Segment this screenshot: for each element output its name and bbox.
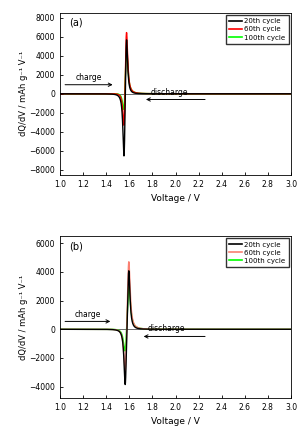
Y-axis label: dQ/dV / mAh g⁻¹ V⁻¹: dQ/dV / mAh g⁻¹ V⁻¹	[19, 274, 28, 360]
Y-axis label: dQ/dV / mAh g⁻¹ V⁻¹: dQ/dV / mAh g⁻¹ V⁻¹	[19, 51, 28, 137]
X-axis label: Voltage / V: Voltage / V	[151, 194, 200, 203]
Text: (b): (b)	[69, 241, 83, 251]
Text: discharge: discharge	[148, 324, 185, 333]
Text: charge: charge	[74, 309, 101, 318]
X-axis label: Voltage / V: Voltage / V	[151, 417, 200, 426]
Text: discharge: discharge	[151, 88, 188, 97]
Legend: 20th cycle, 60th cycle, 100th cycle: 20th cycle, 60th cycle, 100th cycle	[226, 15, 289, 44]
Text: (a): (a)	[69, 18, 83, 28]
Legend: 20th cycle, 60th cycle, 100th cycle: 20th cycle, 60th cycle, 100th cycle	[226, 238, 289, 268]
Text: charge: charge	[76, 73, 102, 82]
